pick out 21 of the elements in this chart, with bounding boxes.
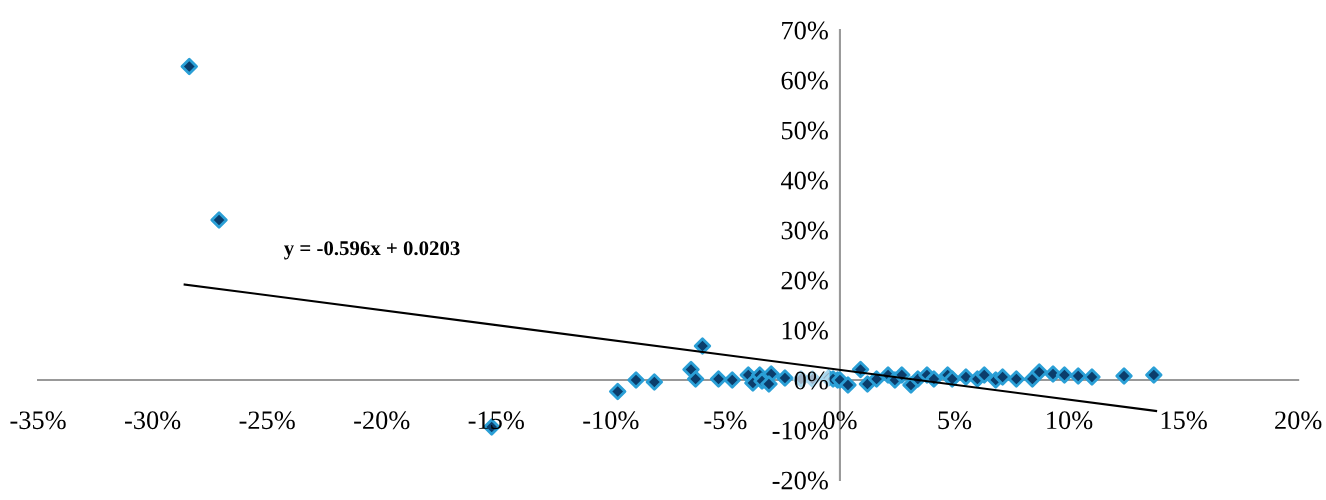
annotation: y = -0.596x + 0.0203 bbox=[283, 241, 460, 260]
x-tick-label: -25% bbox=[239, 411, 295, 430]
y-tick-label: 50% bbox=[781, 121, 828, 140]
y-tick-label: 60% bbox=[781, 71, 828, 90]
y-tick-label: 20% bbox=[781, 271, 828, 290]
y-tick-label: 40% bbox=[780, 171, 828, 190]
y-tick-label: 70% bbox=[782, 21, 828, 40]
x-tick-label: -30% bbox=[125, 411, 181, 430]
y-tick-label: 30% bbox=[781, 221, 828, 240]
y-tick-label: -20% bbox=[772, 471, 828, 490]
x-tick-label: -20% bbox=[354, 411, 410, 430]
x-tick-label: 20% bbox=[1275, 411, 1322, 430]
x-tick-label: -15% bbox=[468, 411, 524, 430]
x-tick-label: 5% bbox=[938, 411, 972, 430]
x-tick-label: 10% bbox=[1047, 411, 1093, 430]
x-tick-label: 15% bbox=[1161, 411, 1207, 430]
x-tick-label: -5% bbox=[704, 411, 747, 430]
y-tick-label: 10% bbox=[782, 321, 828, 340]
y-tick-label: 0% bbox=[794, 371, 828, 390]
x-tick-label: -10% bbox=[583, 411, 639, 430]
x-tick-label: -35% bbox=[10, 411, 66, 430]
